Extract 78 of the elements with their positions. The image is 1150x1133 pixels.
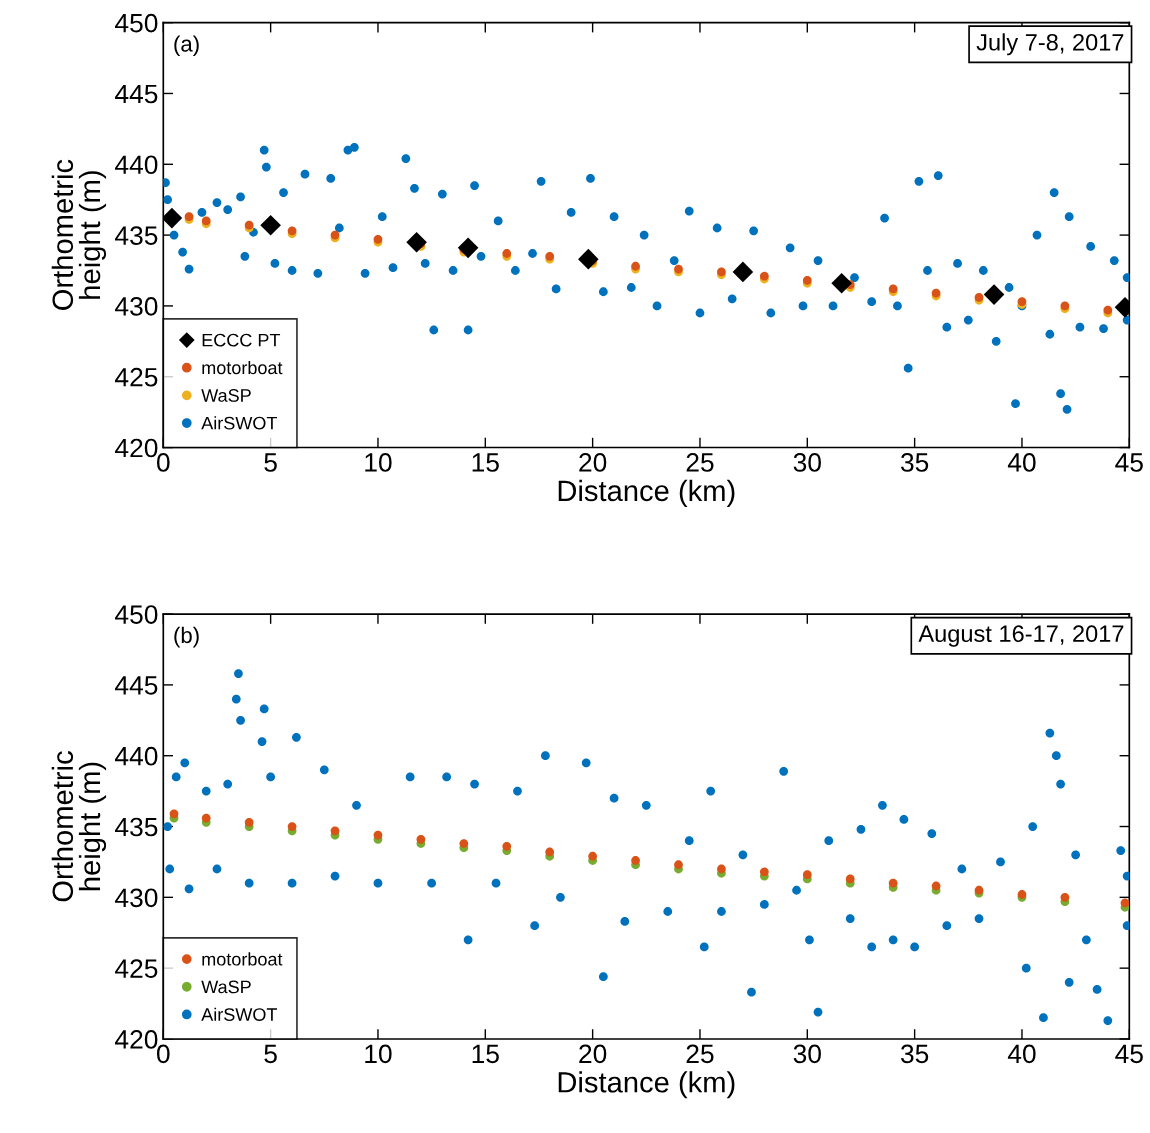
x-tick-label: 40 (1007, 453, 1036, 472)
point (260, 214, 281, 236)
legend-label: motorboat (202, 360, 283, 375)
x-tick-label: 45 (1115, 1044, 1143, 1064)
point (588, 851, 598, 861)
x-tick-label: 25 (686, 453, 714, 472)
point (578, 248, 599, 270)
point (244, 817, 254, 827)
x-axis-title: Distance (km) (558, 1071, 735, 1099)
y-tick-label: 450 (115, 605, 158, 624)
y-tick-label: 430 (115, 297, 158, 316)
x-tick-label: 45 (1115, 453, 1143, 472)
legend-label: AirSWOT (201, 1007, 278, 1021)
point (674, 860, 683, 870)
x-tick-label: 30 (793, 1044, 821, 1064)
point (888, 878, 898, 888)
y-tick-label: 430 (115, 888, 158, 908)
legend-label: motorboat (202, 952, 283, 966)
x-tick-label: 15 (472, 1044, 499, 1064)
x-tick-label: 10 (365, 1044, 392, 1064)
y-tick-label: 425 (115, 959, 158, 978)
y-tick-label: 450 (115, 13, 158, 33)
y-tick-label: 420 (115, 1030, 158, 1049)
annotation: July 7-8, 2017 (976, 33, 1124, 56)
point (330, 826, 340, 836)
point (163, 207, 183, 229)
y-tick-label: 420 (115, 438, 158, 458)
annotation: (a) (174, 35, 199, 57)
x-tick-label: 0 (156, 1044, 170, 1064)
y-tick-label: 440 (115, 155, 158, 175)
y-tick-label: 435 (115, 226, 158, 245)
y-tick-label: 435 (115, 817, 158, 837)
point (373, 830, 383, 840)
point (1060, 892, 1070, 902)
x-tick-label: 15 (472, 453, 499, 472)
y-axis-title: Orthometric height (m) (51, 751, 107, 902)
y-tick-label: 425 (115, 367, 158, 387)
x-tick-label: 5 (264, 453, 277, 472)
point (631, 856, 640, 865)
y-tick-label: 445 (115, 84, 158, 104)
point (831, 272, 852, 294)
legend-label: ECCC PT (202, 333, 281, 347)
point (169, 809, 179, 819)
point (287, 822, 297, 831)
point (983, 284, 1005, 305)
annotation: (b) (174, 626, 199, 648)
x-tick-label: 0 (156, 453, 170, 472)
legend-label: WaSP (201, 980, 251, 994)
point (759, 867, 769, 877)
point (802, 870, 812, 880)
point (931, 881, 941, 891)
x-tick-label: 35 (900, 453, 929, 472)
point (416, 834, 426, 844)
point (732, 261, 754, 283)
annotation: August 16-17, 2017 (918, 625, 1124, 647)
point (459, 839, 469, 848)
y-axis-title: Orthometric height (m) (51, 159, 107, 310)
x-axis-title: Distance (km) (558, 479, 735, 507)
x-tick-label: 5 (264, 1044, 277, 1064)
x-tick-label: 20 (579, 1044, 607, 1064)
point (406, 231, 427, 253)
point (845, 874, 855, 884)
x-tick-label: 10 (365, 453, 392, 472)
point (457, 237, 479, 259)
y-tick-label: 440 (115, 746, 158, 766)
point (545, 847, 555, 857)
y-tick-label: 445 (115, 676, 158, 695)
x-tick-label: 40 (1007, 1044, 1036, 1064)
x-tick-label: 25 (686, 1044, 714, 1064)
x-tick-label: 30 (793, 453, 821, 472)
legend-label: AirSWOT (201, 416, 278, 430)
point (717, 864, 726, 874)
point (502, 841, 512, 851)
legend-label: WaSP (201, 389, 251, 402)
x-tick-label: 20 (579, 453, 607, 472)
x-tick-label: 35 (900, 1044, 929, 1064)
point (201, 813, 211, 823)
point (1120, 898, 1130, 908)
